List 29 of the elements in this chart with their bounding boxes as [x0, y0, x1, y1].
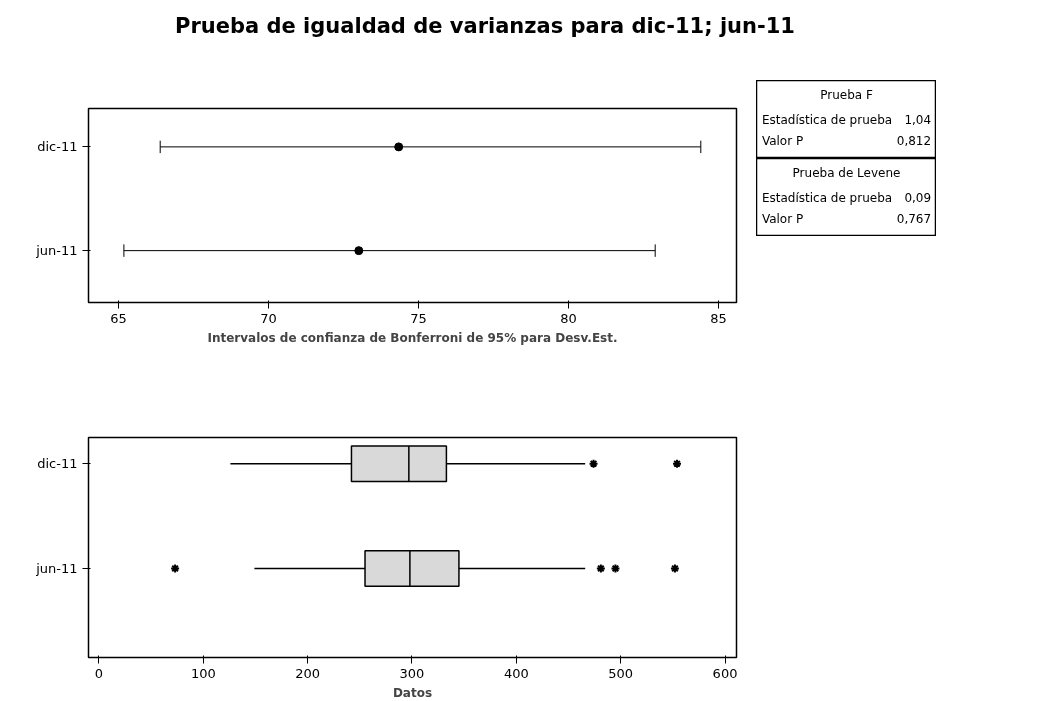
- text: Estadística de prueba: [761, 190, 893, 205]
- y-tick-label: dic-11: [37, 139, 78, 155]
- text: Prueba F: [820, 87, 873, 102]
- y-tick-label: jun-11: [35, 560, 78, 576]
- x-tick-label: 75: [410, 310, 427, 326]
- x-tick-label: 100: [190, 665, 216, 681]
- text: Estadística de prueba: [761, 112, 893, 127]
- text: Valor P: [761, 133, 804, 148]
- text: Valor P: [761, 211, 804, 226]
- text: Prueba de Levene: [792, 165, 901, 180]
- text: 1,04: [904, 113, 932, 127]
- x-tick-label: 600: [712, 665, 738, 681]
- y-tick-label: jun-11: [35, 243, 78, 259]
- x-tick-label: 500: [608, 665, 634, 681]
- text: 0,767: [896, 212, 932, 227]
- y-tick-label: dic-11: [37, 456, 78, 472]
- text: 0,812: [896, 134, 932, 149]
- text: 0,09: [904, 191, 932, 205]
- x-tick-label: 400: [503, 665, 529, 681]
- x-tick-label: 80: [560, 310, 577, 326]
- x-tick-label: 200: [295, 665, 321, 681]
- x-tick-label: 0: [94, 665, 104, 681]
- x-tick-label: 65: [110, 310, 127, 326]
- chart-title: Prueba de igualdad de varianzas para dic-11; jun-11: [175, 13, 795, 40]
- x-tick-label: 70: [260, 310, 277, 326]
- x-axis-title: Intervalos de confianza de Bonferroni de 95% para Desv.Est.: [207, 330, 618, 345]
- x-axis-title: Datos: [392, 685, 433, 700]
- x-tick-label: 85: [710, 310, 727, 326]
- x-tick-label: 300: [399, 665, 425, 681]
